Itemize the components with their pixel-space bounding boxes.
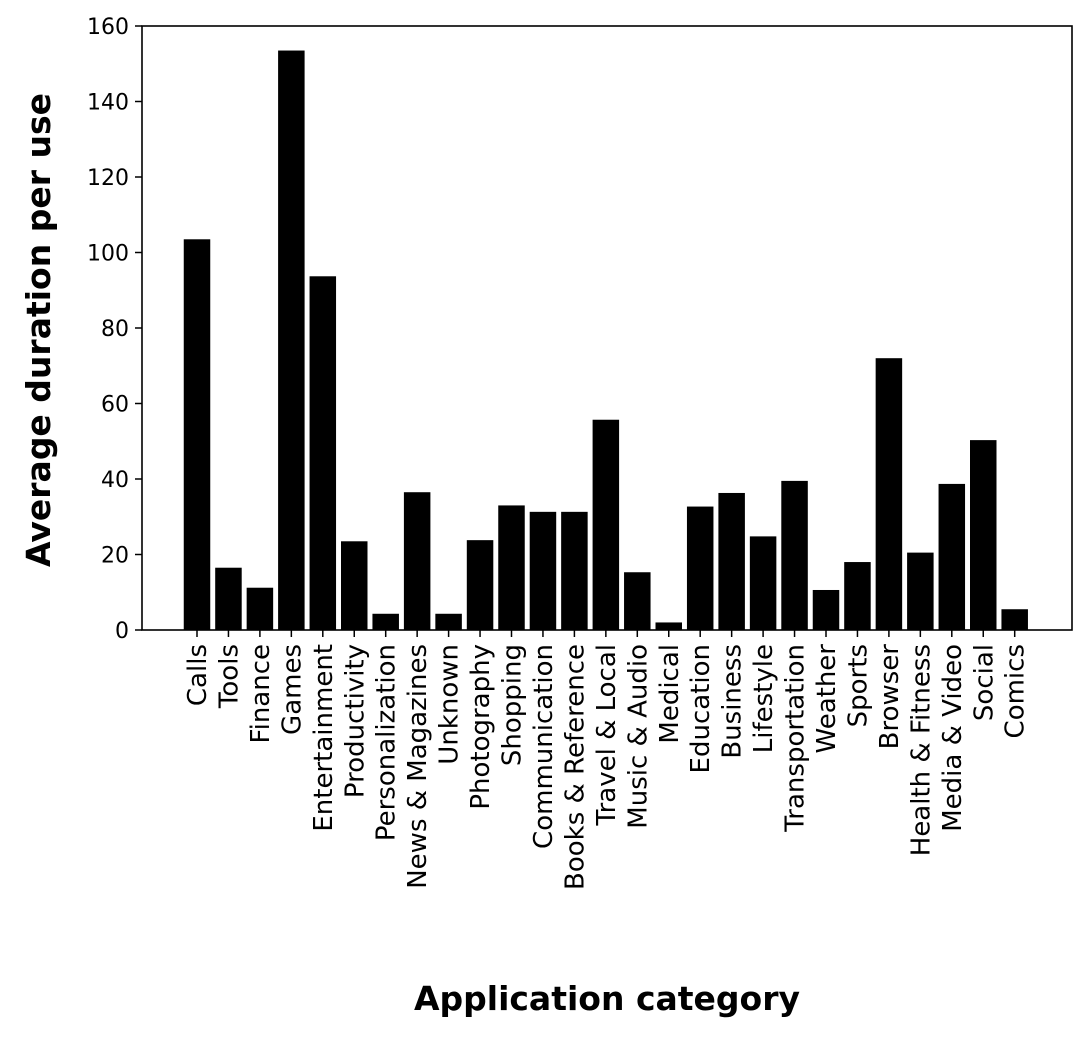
bar-health-fitness: [907, 552, 934, 630]
y-tick-label: 40: [101, 468, 129, 493]
x-tick-label: Media & Video: [938, 644, 968, 832]
x-tick-label: Browser: [875, 644, 905, 750]
x-tick-label: Music & Audio: [623, 644, 653, 829]
bars-group: [183, 50, 1028, 631]
x-tick-label: Tools: [214, 644, 244, 709]
x-tick-label: Personalization: [372, 644, 402, 841]
bar-entertainment: [309, 276, 337, 630]
bar-lifestyle: [749, 536, 777, 630]
x-tick-label: Medical: [655, 644, 685, 744]
bar-sports: [844, 562, 871, 630]
y-tick-label: 80: [101, 317, 129, 342]
bar-calls: [183, 239, 211, 630]
bar-communication: [529, 511, 557, 630]
x-tick-label: Communication: [529, 644, 559, 849]
y-tick-label: 0: [115, 619, 129, 644]
bar-tools: [215, 567, 242, 630]
y-tick-label: 60: [101, 393, 129, 418]
x-tick-label: Education: [686, 644, 716, 773]
y-axis-ticks: 0 20 40 60 80 100 120 140 160: [87, 15, 142, 644]
bar-productivity: [341, 541, 368, 630]
x-tick-label: Comics: [1001, 644, 1031, 738]
bar-books-reference: [561, 511, 588, 630]
x-tick-label: Games: [277, 644, 307, 735]
y-tick-label: 160: [87, 15, 129, 40]
x-tick-label: News & Magazines: [403, 644, 433, 889]
x-tick-label: Sports: [843, 644, 873, 727]
x-tick-label: Transportation: [781, 644, 811, 833]
bar-travel-local: [592, 419, 620, 630]
bar-browser: [875, 358, 903, 630]
x-tick-label: Entertainment: [309, 644, 339, 832]
x-axis-title: Application category: [414, 979, 800, 1018]
bar-comics: [1001, 609, 1028, 630]
x-tick-label: Unknown: [435, 644, 465, 765]
x-tick-label: Photography: [466, 644, 496, 810]
x-tick-label: Weather: [812, 644, 842, 754]
bar-education: [686, 506, 714, 630]
bar-photography: [466, 540, 494, 630]
bar-news-magazines: [403, 492, 431, 630]
x-tick-label: Finance: [246, 644, 276, 743]
bar-medical: [655, 622, 682, 630]
y-axis-title: Average duration per use: [19, 93, 58, 567]
x-tick-label: Calls: [183, 644, 213, 706]
x-tick-label: Productivity: [340, 644, 370, 798]
y-tick-label: 100: [87, 242, 129, 267]
bar-personalization: [372, 613, 399, 630]
x-tick-label: Travel & Local: [592, 644, 622, 826]
y-tick-label: 20: [101, 544, 129, 569]
bar-games: [278, 50, 305, 631]
bar-music-audio: [624, 572, 651, 630]
y-tick-label: 140: [87, 91, 129, 116]
x-tick-label: Books & Reference: [560, 644, 590, 890]
x-tick-label: Shopping: [498, 644, 528, 766]
y-tick-label: 120: [87, 166, 129, 191]
bar-unknown: [435, 613, 462, 630]
bar-shopping: [498, 505, 525, 630]
bar-weather: [812, 589, 840, 630]
x-tick-label: Health & Fitness: [906, 644, 936, 856]
x-axis-ticks: Calls Tools Finance Games Entertainment Produ…: [183, 630, 1031, 890]
bar-media-video: [938, 483, 966, 630]
bar-social: [970, 440, 997, 630]
bar-finance: [246, 587, 274, 630]
x-tick-label: Business: [718, 644, 748, 759]
x-tick-label: Lifestyle: [749, 644, 779, 753]
x-tick-label: Social: [969, 644, 999, 721]
bar-business: [718, 492, 745, 630]
bar-transportation: [781, 480, 808, 630]
